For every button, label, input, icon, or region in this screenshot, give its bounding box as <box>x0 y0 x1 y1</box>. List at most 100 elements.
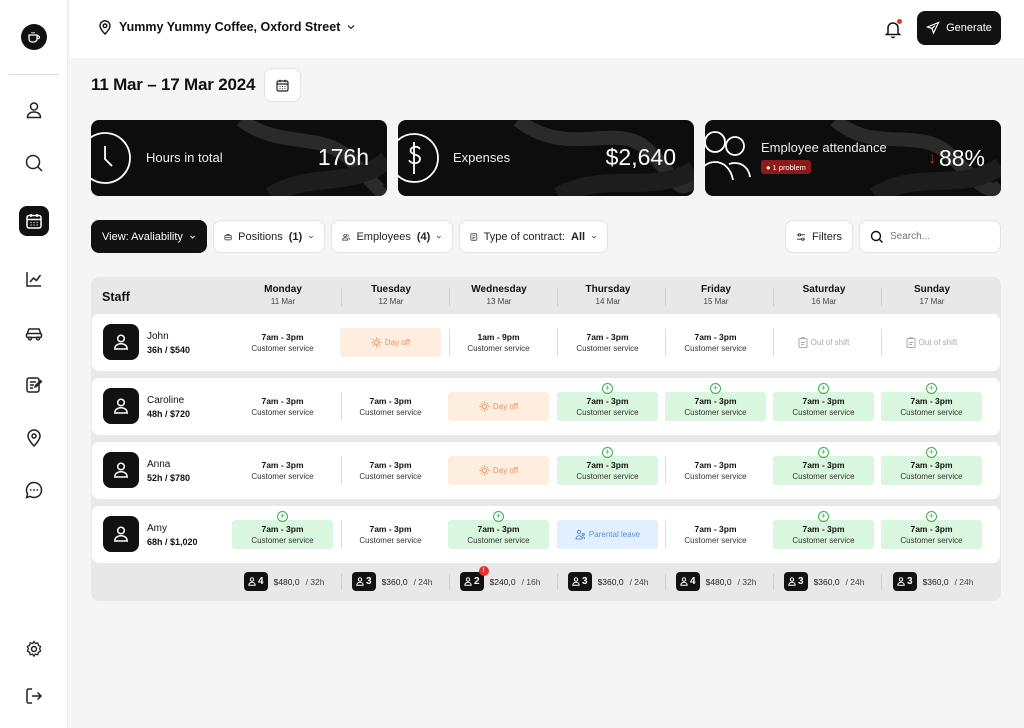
shift-cell-shift[interactable]: 7am - 3pm Customer service <box>665 520 766 549</box>
chevron-down-icon <box>309 235 314 238</box>
filters-label: Filters <box>812 230 842 243</box>
shift-cell-dayoff[interactable]: Day off <box>448 392 549 421</box>
add-shift-icon[interactable]: + <box>602 383 613 394</box>
staff-count-badge[interactable]: 3 <box>893 572 917 591</box>
shift-cell-new[interactable]: 7am - 3pm Customer service + <box>881 511 982 549</box>
shift-cell-shift[interactable]: 7am - 3pm Customer service <box>665 456 766 485</box>
chevron-down-icon <box>347 25 355 30</box>
contract-type-dropdown[interactable]: Type of contract: All <box>459 220 608 253</box>
add-shift-icon[interactable]: + <box>710 383 721 394</box>
problem-text: 1 problem <box>772 162 806 172</box>
nav-logout-icon[interactable] <box>19 681 49 711</box>
nav-settings-icon[interactable] <box>19 634 49 664</box>
cell-divider <box>665 329 666 356</box>
employee-name: Amy <box>147 523 167 534</box>
shift-cell-shift[interactable]: 7am - 3pm Customer service <box>340 456 441 485</box>
shift-cell-shift[interactable]: 7am - 3pm Customer service <box>340 520 441 549</box>
top-header: Yummy Yummy Coffee, Oxford Street Genera… <box>69 0 1024 58</box>
shift-cell-new[interactable]: 7am - 3pm Customer service + <box>557 383 658 421</box>
day-header-thursday: Thursday 14 Mar <box>558 284 658 306</box>
location-selector[interactable]: Yummy Yummy Coffee, Oxford Street <box>97 19 356 35</box>
user-small-icon <box>788 577 796 586</box>
shift-cell-new[interactable]: 7am - 3pm Customer service + <box>665 383 766 421</box>
nav-user-icon[interactable] <box>19 95 49 125</box>
problem-badge[interactable]: ● 1 problem <box>761 160 811 174</box>
date-range-title: 11 Mar – 17 Mar 2024 <box>91 75 256 94</box>
clock-icon <box>91 132 131 184</box>
shift-cell-new[interactable]: 7am - 3pm Customer service + <box>881 383 982 421</box>
shift-cell-shift[interactable]: 7am - 3pm Customer service <box>665 328 766 357</box>
search-icon <box>870 230 883 243</box>
shift-cell-oos[interactable]: Out of shift <box>881 328 982 357</box>
add-shift-icon[interactable]: + <box>277 511 288 522</box>
positions-dropdown[interactable]: Positions (1) <box>213 220 325 253</box>
user-small-icon <box>248 577 256 586</box>
calendar-picker-button[interactable] <box>264 68 301 102</box>
shift-status-text: Day off <box>492 402 519 411</box>
avatar[interactable] <box>103 452 139 488</box>
shift-status-text: Out of shift <box>918 338 958 347</box>
staff-count-badge[interactable]: 3 <box>784 572 808 591</box>
nav-car-icon[interactable] <box>19 318 49 348</box>
shift-cell-new[interactable]: 7am - 3pm Customer service + <box>557 447 658 485</box>
generate-button[interactable]: Generate <box>917 11 1001 45</box>
add-shift-icon[interactable]: + <box>493 511 504 522</box>
nav-location-icon[interactable] <box>19 423 49 453</box>
add-shift-icon[interactable]: + <box>818 447 829 458</box>
shift-role: Customer service <box>684 472 747 481</box>
staff-count-badge[interactable]: 3 <box>352 572 376 591</box>
day-header-wednesday: Wednesday 13 Mar <box>449 284 549 306</box>
add-shift-icon[interactable]: + <box>926 383 937 394</box>
shift-cell-new[interactable]: 7am - 3pm Customer service + <box>773 447 874 485</box>
add-shift-icon[interactable]: + <box>926 511 937 522</box>
add-shift-icon[interactable]: + <box>926 447 937 458</box>
day-cost: $360,0 <box>922 576 949 587</box>
employees-dropdown[interactable]: Employees (4) <box>331 220 453 253</box>
staff-count-badge[interactable]: 4 <box>676 572 700 591</box>
filters-button[interactable]: Filters <box>785 220 853 253</box>
search-input[interactable] <box>890 231 990 242</box>
cell-divider <box>881 329 882 356</box>
day-hours: / 32h <box>737 576 757 587</box>
sun-icon <box>479 465 490 476</box>
avatar[interactable] <box>103 324 139 360</box>
shift-cell-oos[interactable]: Out of shift <box>773 328 874 357</box>
add-shift-icon[interactable]: + <box>602 447 613 458</box>
staff-count-badge[interactable]: 4 <box>244 572 268 591</box>
avatar[interactable] <box>103 388 139 424</box>
shift-cell-new[interactable]: 7am - 3pm Customer service + <box>448 511 549 549</box>
shift-cell-shift[interactable]: 7am - 3pm Customer service <box>557 328 658 357</box>
sidebar-divider <box>9 74 59 75</box>
shift-cell-leave[interactable]: Parental leave <box>557 520 658 549</box>
card-wave-decoration <box>830 120 1001 196</box>
nav-search-icon[interactable] <box>19 148 49 178</box>
shift-cell-dayoff[interactable]: Day off <box>448 456 549 485</box>
shift-cell-new[interactable]: 7am - 3pm Customer service + <box>773 383 874 421</box>
staff-count-badge[interactable]: 2! <box>460 566 489 591</box>
shift-cell-shift[interactable]: 1am - 9pm Customer service <box>448 328 549 357</box>
notifications-bell-icon[interactable] <box>882 18 904 40</box>
shift-cell-shift[interactable]: 7am - 3pm Customer service <box>340 392 441 421</box>
day-hours: / 24h <box>954 576 974 587</box>
coffee-logo-icon[interactable] <box>21 24 47 50</box>
nav-edit-list-icon[interactable] <box>19 370 49 400</box>
view-availability-dropdown[interactable]: View: Avaliability <box>91 220 207 253</box>
shift-cell-dayoff[interactable]: Day off <box>340 328 441 357</box>
add-shift-icon[interactable]: + <box>818 383 829 394</box>
shift-cell-shift[interactable]: 7am - 3pm Customer service <box>232 456 333 485</box>
shift-cell-shift[interactable]: 7am - 3pm Customer service <box>232 328 333 357</box>
shift-cell-shift[interactable]: 7am - 3pm Customer service <box>232 392 333 421</box>
shift-cell-new[interactable]: 7am - 3pm Customer service + <box>232 511 333 549</box>
shift-role: Customer service <box>900 408 963 417</box>
nav-calendar-icon[interactable] <box>19 206 49 236</box>
hours-label: Hours in total <box>146 150 223 165</box>
avatar[interactable] <box>103 516 139 552</box>
shift-cell-new[interactable]: 7am - 3pm Customer service + <box>881 447 982 485</box>
nav-chat-icon[interactable] <box>19 475 49 505</box>
add-shift-icon[interactable]: + <box>818 511 829 522</box>
briefcase-icon <box>224 233 232 240</box>
staff-count-badge[interactable]: 3 <box>568 572 592 591</box>
shift-cell-new[interactable]: 7am - 3pm Customer service + <box>773 511 874 549</box>
day-header-monday: Monday 11 Mar <box>233 284 333 306</box>
nav-chart-icon[interactable] <box>19 264 49 294</box>
